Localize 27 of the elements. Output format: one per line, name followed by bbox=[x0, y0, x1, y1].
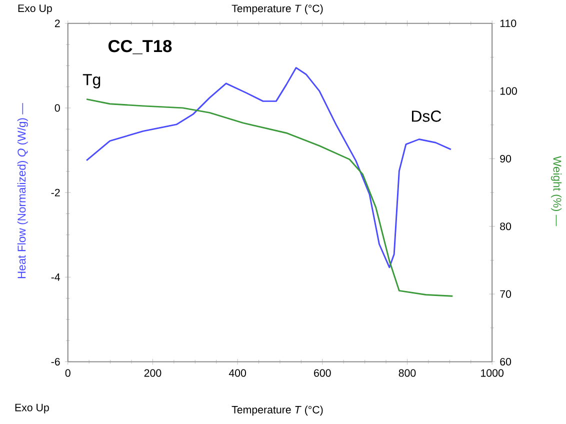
y2-tick-label: 100 bbox=[500, 87, 517, 95]
annotation: DsC bbox=[412, 110, 442, 122]
text: Exo Up bbox=[15, 404, 49, 414]
x-tick-label: 400 bbox=[228, 369, 246, 377]
y-tick-label: -2 bbox=[51, 189, 60, 196]
y-tick-label: 0 bbox=[54, 104, 60, 112]
y-tick-label: -6 bbox=[51, 358, 60, 366]
y2-tick-label: 60 bbox=[500, 358, 512, 366]
y-axis-title: Heat Flow (Normalized) Q (W/g) — bbox=[17, 103, 28, 278]
x-tick-label: 1000 bbox=[481, 369, 504, 377]
text: Exo Up bbox=[18, 4, 52, 14]
text: CC_T18 bbox=[108, 40, 172, 54]
annotation: Tg bbox=[82, 74, 100, 89]
y2-tick-label: 90 bbox=[500, 155, 512, 163]
x-axis-title: Temperature T (°C) bbox=[232, 4, 323, 15]
x-tick-label: 200 bbox=[144, 369, 162, 377]
y-tick-label: -4 bbox=[51, 274, 60, 281]
x-tick-label: 0 bbox=[65, 369, 70, 377]
y2-axis-title: Weight (%) — bbox=[551, 156, 562, 226]
y-tick-label: 2 bbox=[54, 20, 60, 28]
text: Temperature T (°C) bbox=[232, 406, 323, 416]
x-tick-label: 600 bbox=[314, 369, 331, 377]
y2-tick-label: 110 bbox=[500, 20, 516, 28]
x-tick-label: 800 bbox=[398, 369, 416, 377]
y2-tick-label: 70 bbox=[500, 290, 512, 298]
line-series bbox=[86, 98, 454, 298]
y2-tick-label: 80 bbox=[500, 222, 512, 230]
